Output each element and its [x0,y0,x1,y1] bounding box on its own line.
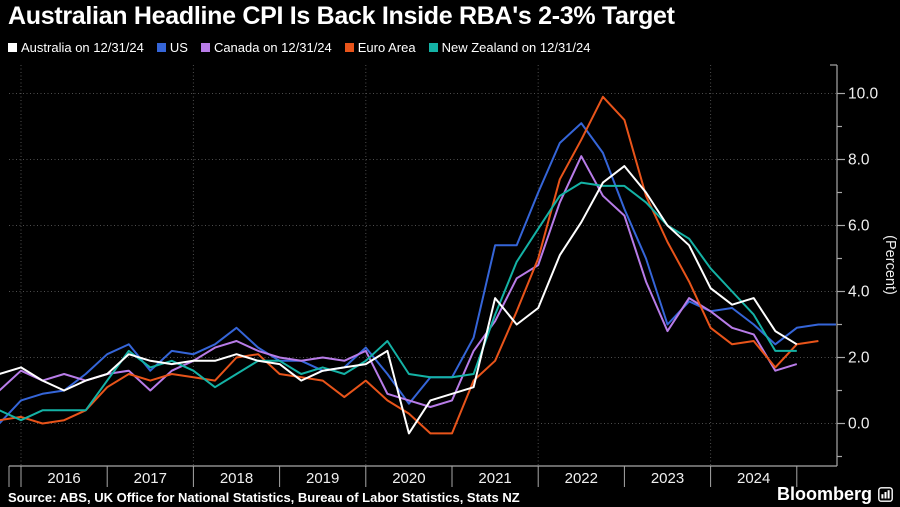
legend-swatch-new-zealand [428,43,438,52]
legend-label-new-zealand: New Zealand on 12/31/24 [441,40,591,55]
bloomberg-wordmark: Bloomberg [776,484,872,504]
legend-label-euro-area: Euro Area [357,40,416,55]
chart-legend: Australia on 12/31/24 US Canada on 12/31/2… [8,40,590,55]
series-line-canada [0,155,798,408]
x-tick-label-2024: 2024 [737,470,770,487]
bloomberg-logo: Bloomberg [777,484,893,505]
series-line-euro-area [0,95,819,435]
y-tick-label-2: 2.0 [848,350,870,367]
chart-title: Australian Headline CPI Is Back Inside R… [8,2,675,30]
legend-swatch-australia [8,43,17,52]
legend-item-australia: Australia on 12/31/24 [8,40,144,55]
x-tick-label-2016: 2016 [47,470,80,487]
x-tick-label-2019: 2019 [306,470,339,487]
legend-swatch-canada [200,43,210,52]
legend-item-canada: Canada on 12/31/24 [200,40,332,55]
bloomberg-chart-icon [878,487,893,502]
x-tick-label-2021: 2021 [478,470,511,487]
x-tick-label-2020: 2020 [392,470,425,487]
legend-swatch-us [156,43,166,52]
y-tick-label-6: 6.0 [848,218,870,235]
y-tick-label-10: 10.0 [848,86,879,103]
y-tick-label-4: 4.0 [848,284,870,301]
x-tick-label-2023: 2023 [651,470,684,487]
y-tick-label-8: 8.0 [848,152,870,169]
x-tick-label-2017: 2017 [134,470,167,487]
legend-label-canada: Canada on 12/31/24 [213,40,332,55]
series-line-australia [0,165,798,435]
legend-item-us: US [156,40,188,55]
legend-item-euro-area: Euro Area [344,40,416,55]
y-tick-label-0: 0.0 [848,416,870,433]
x-tick-label-2018: 2018 [220,470,253,487]
legend-label-us: US [169,40,188,55]
y-axis-title: (Percent) [882,235,898,295]
legend-swatch-euro-area [344,43,354,52]
series-line-new-zealand [0,181,797,422]
source-note: Source: ABS, UK Office for National Stat… [8,490,520,505]
legend-label-australia: Australia on 12/31/24 [21,40,144,55]
x-tick-label-2022: 2022 [565,470,598,487]
legend-item-new-zealand: New Zealand on 12/31/24 [428,40,591,55]
